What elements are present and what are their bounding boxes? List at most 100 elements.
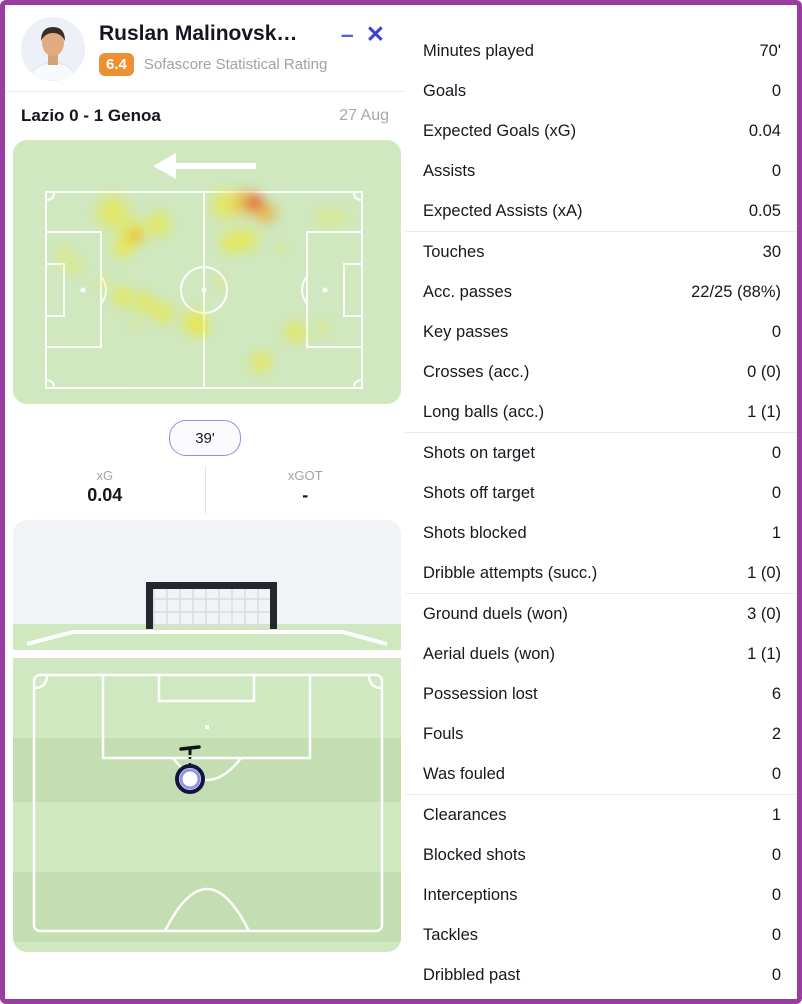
stat-row: Ground duels (won) 3 (0)	[405, 594, 797, 634]
stat-group: Minutes played 70' Goals 0 Expected Goals (x…	[405, 31, 797, 231]
stat-row: Assists 0	[405, 151, 797, 191]
stat-row: Tackles 0	[405, 915, 797, 955]
stat-value: 2	[771, 724, 781, 743]
stat-row: Shots off target 0	[405, 473, 797, 513]
heat-blob	[214, 227, 246, 259]
stat-value: 0	[771, 81, 781, 100]
xgot-metric: xGOT -	[204, 466, 406, 514]
stat-row: Dribbled past 0	[405, 955, 797, 995]
shot-map-goal	[13, 520, 401, 650]
heat-blob	[107, 232, 139, 264]
stat-label: Aerial duels (won)	[423, 644, 556, 663]
shot-minute-pill[interactable]: 39'	[169, 420, 241, 456]
stat-value: 0 (0)	[747, 362, 781, 381]
heat-blob	[187, 313, 215, 341]
stat-value: 0	[771, 925, 781, 944]
player-avatar	[21, 17, 85, 81]
stat-row: Expected Goals (xG) 0.04	[405, 111, 797, 151]
heat-blob	[271, 238, 291, 258]
stat-label: Expected Assists (xA)	[423, 201, 583, 220]
stat-value: 3 (0)	[747, 604, 781, 623]
stat-value: 0	[771, 764, 781, 783]
stat-label: Expected Goals (xG)	[423, 121, 577, 140]
stat-value: 70'	[759, 41, 781, 60]
stat-label: Clearances	[423, 805, 507, 824]
stat-row: Minutes played 70'	[405, 31, 797, 71]
close-button[interactable]: ✕	[360, 22, 391, 46]
stat-label: Interceptions	[423, 885, 518, 904]
stat-label: Ground duels (won)	[423, 604, 568, 623]
stat-row: Expected Assists (xA) 0.05	[405, 191, 797, 231]
heat-blob	[279, 316, 311, 348]
stat-value: 0	[771, 885, 781, 904]
minimize-button[interactable]: –	[335, 22, 360, 46]
goal-graphic	[13, 582, 401, 650]
stat-row: Shots blocked 1	[405, 513, 797, 553]
stats-column: Minutes played 70' Goals 0 Expected Goals (x…	[405, 5, 797, 999]
stat-row: Fouls 2	[405, 714, 797, 754]
rating-badge: 6.4	[99, 53, 134, 76]
stat-label: Long balls (acc.)	[423, 402, 545, 421]
stat-row: Interceptions 0	[405, 875, 797, 915]
block-marker-icon	[179, 745, 201, 769]
stat-value: 22/25 (88%)	[691, 282, 781, 301]
heat-blob	[311, 316, 335, 340]
stat-label: Shots blocked	[423, 523, 527, 542]
stat-value: 0	[771, 483, 781, 502]
stat-value: 1	[771, 523, 781, 542]
header-main: Ruslan Malinovsk… – ✕ 6.4 Sofascore Stat…	[99, 22, 391, 76]
attack-direction-arrow-icon	[153, 153, 256, 179]
stat-row: Long balls (acc.) 1 (1)	[405, 392, 797, 432]
stat-value: 0.04	[748, 121, 781, 140]
heat-blob	[329, 206, 353, 230]
stat-value: 1	[771, 805, 781, 824]
heatmap	[13, 140, 401, 404]
stat-label: Shots off target	[423, 483, 535, 502]
stat-label: Possession lost	[423, 684, 538, 703]
heat-blob	[141, 206, 177, 242]
stat-label: Fouls	[423, 724, 464, 743]
stat-row: Touches 30	[405, 232, 797, 272]
shot-map-pitch	[13, 658, 401, 952]
stat-label: Dribbled past	[423, 965, 521, 984]
avatar-photo-icon	[21, 17, 85, 81]
heat-blob	[147, 297, 179, 329]
stat-value: 0	[771, 161, 781, 180]
stat-value: 0	[771, 845, 781, 864]
stat-value: 0	[771, 443, 781, 462]
heatmap-blobs	[13, 140, 401, 404]
xg-metric: xG 0.04	[5, 466, 205, 514]
left-column: Ruslan Malinovsk… – ✕ 6.4 Sofascore Stat…	[5, 5, 405, 999]
stat-value: 6	[771, 684, 781, 703]
stat-value: 0.05	[748, 201, 781, 220]
xgot-value: -	[302, 485, 309, 505]
stat-label: Acc. passes	[423, 282, 512, 301]
stat-label: Was fouled	[423, 764, 505, 783]
stat-row: Aerial duels (won) 1 (1)	[405, 634, 797, 674]
stat-label: Goals	[423, 81, 467, 100]
stat-value: 1 (1)	[747, 644, 781, 663]
stat-group: Touches 30 Acc. passes 22/25 (88%) Key passe…	[405, 231, 797, 432]
stat-row: Clearances 1	[405, 795, 797, 835]
xgot-label: xGOT	[287, 468, 323, 483]
stat-row: Acc. passes 22/25 (88%)	[405, 272, 797, 312]
goal-frame-icon	[146, 582, 277, 629]
stat-row: Blocked shots 0	[405, 835, 797, 875]
stat-value: 0	[771, 322, 781, 341]
stat-row: Was fouled 0	[405, 754, 797, 794]
stat-label: Shots on target	[423, 443, 535, 462]
heat-blob	[126, 317, 146, 337]
stat-row: Crosses (acc.) 0 (0)	[405, 352, 797, 392]
stat-group: Clearances 1 Blocked shots 0 Interceptions 0 T…	[405, 794, 797, 995]
stat-group: Ground duels (won) 3 (0) Aerial duels (won…	[405, 593, 797, 794]
player-name: Ruslan Malinovsk…	[99, 22, 298, 45]
stat-group: Shots on target 0 Shots off target 0 Shots b…	[405, 432, 797, 593]
match-title: Lazio 0 - 1 Genoa	[21, 106, 161, 125]
rating-caption: Sofascore Statistical Rating	[143, 56, 328, 73]
xg-value: 0.04	[87, 485, 123, 505]
stat-label: Assists	[423, 161, 476, 180]
stat-label: Dribble attempts (succ.)	[423, 563, 598, 582]
stat-row: Shots on target 0	[405, 433, 797, 473]
stat-label: Minutes played	[423, 41, 534, 60]
